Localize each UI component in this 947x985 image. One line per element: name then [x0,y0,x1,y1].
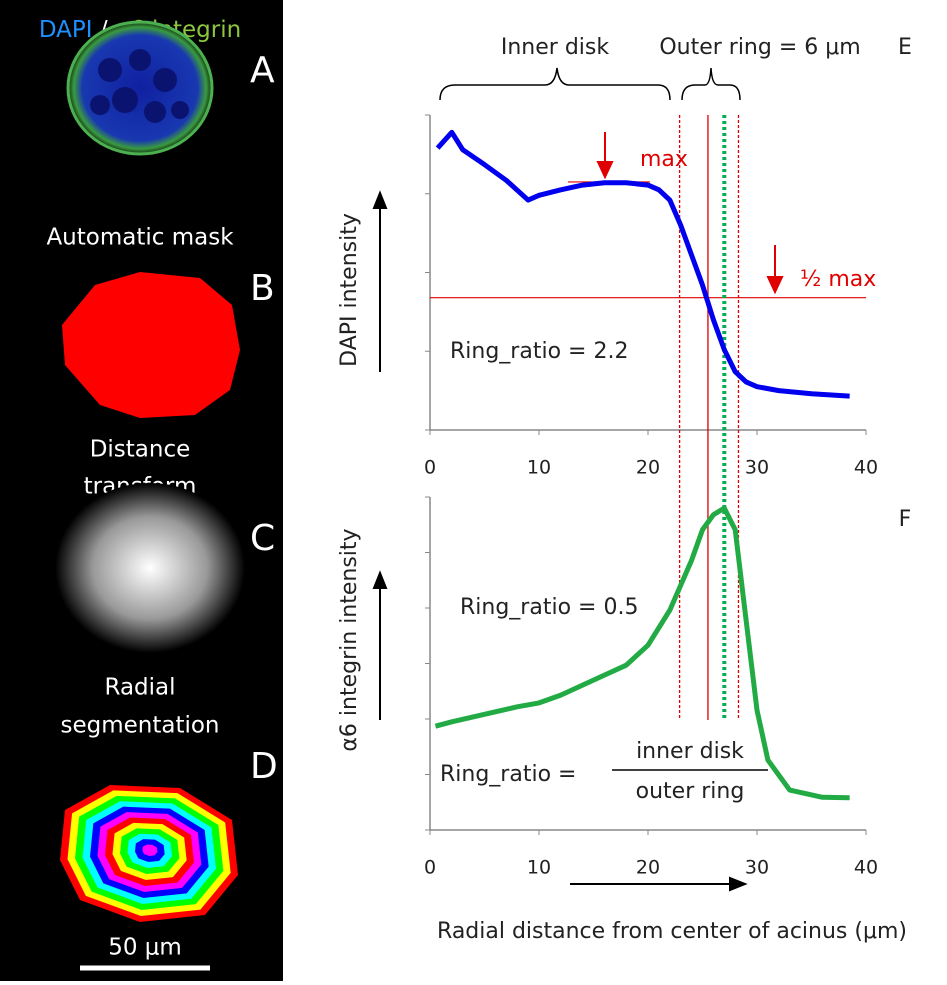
bracket [682,68,740,100]
x-tick-label: 20 [636,857,660,879]
max-label: max [640,147,688,172]
x-tick-label: 30 [745,457,769,479]
x-tick-label: 10 [527,857,551,879]
y-axis-label: α6 integrin intensity [337,528,362,751]
denominator: outer ring [636,779,745,804]
caption: Distance [90,437,191,463]
x-tick-label: 20 [636,457,660,479]
x-tick-label: 0 [424,457,436,479]
y-axis-label: DAPI intensity [337,213,362,367]
ring-ratio: Ring_ratio = 0.5 [460,595,638,620]
panel-label: E [898,35,912,60]
x-axis-label: Radial distance from center of acinus (μ… [437,919,907,944]
bracket [440,68,670,100]
formula: Ring_ratio = [440,762,576,787]
x-tick-label: 40 [854,457,878,479]
letter: A [250,50,275,91]
bracket-label: Inner disk [501,35,609,60]
letter: B [250,268,275,309]
distance-image [55,483,245,653]
cell-image [68,22,212,154]
x-tick-label: 40 [854,857,878,879]
caption: Automatic mask [46,225,234,251]
figure: DAPI / α6 integrin A Automatic mask B Di… [0,0,947,981]
red-arrows [598,132,782,292]
letter: C [250,518,275,559]
ring-ratio: Ring_ratio = 2.2 [450,339,628,364]
x-tick-label: 10 [527,457,551,479]
caption: Radial [104,675,175,701]
numerator: inner disk [636,739,744,764]
bracket-label: Outer ring = 6 μm [659,35,860,60]
scale-label: 50 μm [108,935,182,961]
letter: D [250,746,278,787]
caption: segmentation [60,713,219,739]
panel-label: F [899,507,912,532]
x-tick-label: 0 [424,857,436,879]
dapi-label: DAPI [39,17,93,43]
x-tick-label: 30 [745,857,769,879]
half-max-label: ½ max [800,267,876,292]
